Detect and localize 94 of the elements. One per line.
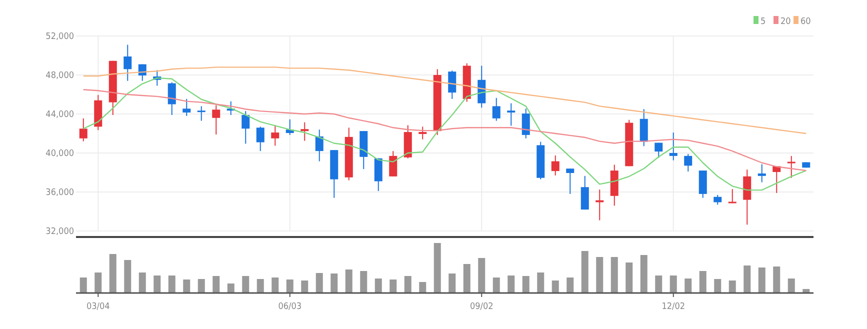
candlestick (640, 108, 648, 147)
candlestick (478, 65, 486, 108)
candlestick (714, 194, 722, 206)
bar (330, 274, 338, 293)
bar (227, 284, 234, 293)
y-tick-label: 48,000 (46, 71, 74, 82)
bar (109, 254, 116, 293)
bar (773, 266, 780, 293)
candlestick (787, 155, 796, 178)
bar (508, 276, 515, 293)
bar (404, 276, 412, 293)
y-tick-label: 40,000 (46, 149, 74, 160)
x-tick-label: 12/02 (662, 302, 686, 312)
bar (198, 279, 205, 293)
legend-label: 20 (780, 17, 791, 27)
bar (714, 279, 722, 293)
candlestick (271, 124, 280, 146)
y-tick-label: 44,000 (46, 110, 74, 120)
x-tick-label: 06/03 (278, 302, 302, 312)
bar (301, 280, 308, 293)
candlestick (124, 44, 132, 82)
bar (670, 276, 677, 293)
bar (183, 280, 190, 293)
bar (256, 279, 264, 293)
bar (552, 280, 559, 293)
bar (655, 276, 662, 293)
candlestick (182, 98, 191, 116)
candlestick (315, 129, 324, 162)
bar (286, 280, 294, 293)
candlestick (551, 154, 560, 176)
bar (463, 264, 470, 293)
bar (448, 274, 456, 293)
y-tick-label: 36,000 (46, 188, 74, 198)
bar (124, 260, 132, 293)
candlestick (758, 164, 766, 183)
legend-label: 5 (760, 17, 766, 27)
candlestick (492, 97, 500, 122)
candlestick (743, 169, 752, 226)
candlestick (728, 188, 736, 204)
bar (94, 272, 102, 293)
bar (419, 282, 426, 293)
bar (360, 271, 368, 293)
bar (566, 278, 574, 293)
y-tick-label: 32,000 (46, 227, 74, 238)
candlestick (522, 108, 530, 139)
candlestick (566, 168, 574, 194)
bar (478, 258, 486, 293)
bar (744, 266, 751, 293)
bar (640, 255, 648, 293)
candlestick (79, 118, 88, 142)
candlestick (300, 122, 309, 142)
bar (272, 278, 279, 293)
bar (610, 257, 618, 293)
x-tick-label: 03/04 (86, 302, 110, 312)
bar (434, 243, 441, 293)
candlestick (684, 153, 692, 172)
candlestick (212, 104, 220, 135)
bar (728, 280, 736, 293)
candlestick (448, 70, 456, 100)
bar (390, 280, 397, 293)
bar (788, 278, 795, 293)
candlestick (654, 142, 663, 158)
bar (684, 278, 692, 293)
candlestick (418, 126, 427, 140)
bar (537, 272, 544, 293)
candlestick (507, 102, 516, 126)
bar (242, 276, 250, 293)
candlestick (389, 150, 398, 177)
candlestick (242, 110, 250, 144)
candlestick (374, 158, 382, 192)
candlestick (698, 170, 707, 198)
candlestick (168, 82, 176, 116)
bar (80, 278, 87, 293)
bar (374, 278, 382, 293)
bar (154, 276, 161, 293)
bar (758, 268, 766, 293)
bar (212, 276, 220, 293)
legend-label: 60 (800, 17, 811, 27)
bar (492, 278, 500, 293)
bar (138, 272, 146, 293)
bar (596, 257, 604, 293)
bar (316, 273, 323, 293)
candlestick (197, 106, 206, 122)
y-tick-label: 52,000 (46, 32, 74, 42)
x-tick-label: 09/02 (470, 302, 494, 312)
bar (699, 271, 706, 293)
bar (168, 276, 176, 293)
bar (522, 276, 530, 293)
candlestick (580, 175, 589, 210)
bar (345, 270, 352, 293)
candlestick (669, 132, 678, 161)
candlestick (256, 126, 264, 152)
bar (626, 262, 633, 293)
bar (581, 251, 588, 293)
